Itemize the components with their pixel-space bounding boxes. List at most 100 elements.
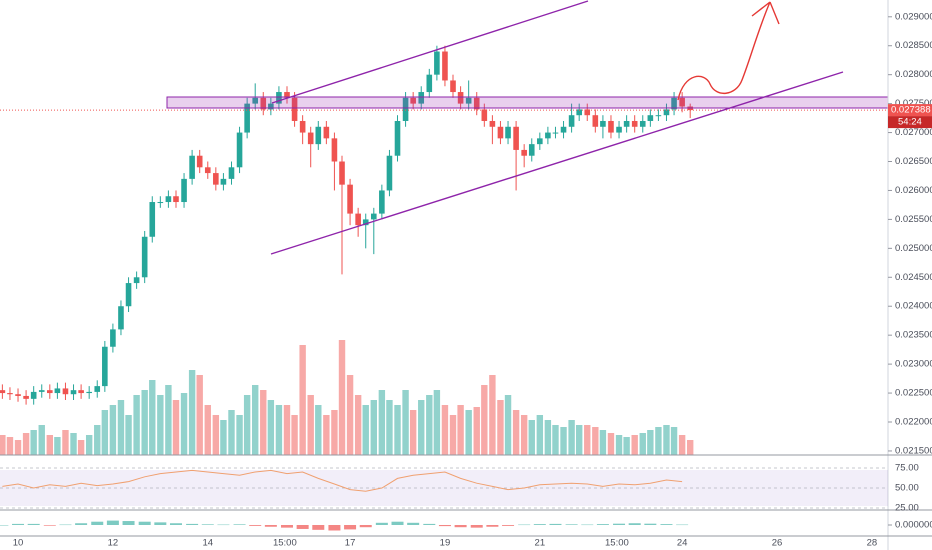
candle-body [481, 109, 488, 121]
candle-body [228, 167, 235, 179]
volume-bar [38, 425, 45, 455]
volume-bar [402, 390, 409, 455]
candle-body [623, 120, 630, 127]
candle-body [54, 388, 61, 394]
label-layer: 10 12 14 15:00 17 19 21 15:00 24 26 28 0.029000 0.02… [13, 11, 932, 549]
y-tick-label: 0.027500 [895, 98, 932, 109]
volume-layer [0, 340, 694, 455]
macd-bar [359, 525, 372, 528]
volume-bar [497, 400, 504, 455]
x-tick-label: 17 [345, 538, 356, 549]
candle-layer [0, 45, 888, 405]
candle-body [639, 120, 646, 127]
candle-body [386, 155, 393, 191]
x-tick-label: 15:00 [273, 538, 297, 549]
candle-body [196, 155, 203, 168]
candle-body [394, 120, 401, 156]
volume-bar [196, 375, 203, 455]
countdown-box [888, 116, 932, 129]
volume-bar [560, 427, 567, 455]
candle-body [418, 92, 425, 104]
y-tick-label: 0.024500 [895, 272, 932, 283]
macd-bar [154, 522, 167, 525]
y-tick-label: 0.021500 [895, 445, 932, 456]
candle-body [102, 346, 108, 387]
rsi-line [2, 469, 683, 492]
candle-body [370, 213, 377, 220]
candle-body [497, 126, 504, 139]
macd-bar [628, 523, 641, 525]
macd-bar [12, 523, 25, 525]
candle-body [7, 393, 13, 395]
volume-bar [568, 420, 575, 455]
candle-body [78, 390, 84, 394]
volume-bar [204, 405, 211, 455]
volume-bar [267, 400, 275, 455]
y-tick-label: 0.027000 [895, 127, 932, 138]
volume-bar [299, 345, 306, 455]
macd-bar [264, 525, 277, 527]
candle-body [141, 236, 148, 278]
volume-bar [362, 405, 369, 455]
volume-bar [489, 375, 496, 455]
volume-bar [149, 380, 156, 455]
candle-body [47, 390, 53, 394]
candle-body [402, 97, 409, 121]
last-price-box [888, 104, 932, 117]
candle-body [362, 219, 369, 226]
candle-body [62, 388, 69, 395]
macd-bar [423, 523, 436, 525]
x-tick-label: 28 [867, 538, 878, 549]
candle-body [568, 115, 575, 127]
candle-body [236, 132, 243, 168]
y-tick-label: 0.022500 [895, 388, 932, 399]
x-tick-label: 15:00 [605, 538, 629, 549]
macd-bar [375, 522, 388, 525]
macd-bar [486, 525, 499, 527]
macd-bar [438, 525, 451, 527]
y-tick-label: 0.023000 [895, 359, 932, 370]
volume-bar [465, 410, 472, 455]
volume-bar [670, 427, 678, 455]
last-price-label: 0.027388 [891, 105, 931, 116]
macd-bar [75, 523, 88, 525]
volume-bar [473, 407, 480, 455]
volume-bar [85, 435, 93, 455]
candle-body [616, 126, 622, 133]
y-tick-label: 0.025000 [895, 243, 932, 254]
volume-bar [243, 395, 251, 455]
volume-bar [536, 415, 544, 455]
volume-bar [370, 400, 377, 455]
volume-bar [599, 430, 607, 455]
candle-body [0, 390, 6, 394]
candle-body [173, 196, 179, 203]
volume-bar [441, 405, 449, 455]
candle-body [149, 202, 156, 237]
candle-body [284, 92, 290, 98]
candle-body [505, 126, 511, 139]
macd-bar [518, 524, 531, 526]
macd-bar [454, 525, 467, 528]
macd-bar [470, 525, 483, 528]
macd-bar [280, 525, 293, 528]
volume-bar [141, 390, 148, 455]
candle-body [584, 109, 591, 116]
y-tick-label: 0.026000 [895, 185, 932, 196]
candle-body [473, 97, 480, 110]
candle-body [442, 51, 448, 81]
candle-body [489, 120, 496, 127]
volume-bar [615, 435, 623, 455]
macd-bar [676, 524, 689, 526]
volume-bar [655, 427, 662, 455]
volume-bar [14, 440, 22, 455]
volume-bar [70, 433, 77, 455]
volume-bar [686, 440, 694, 455]
candle-body [450, 80, 456, 93]
volume-bar [418, 400, 425, 455]
candle-body [133, 277, 140, 284]
macd-bar [233, 524, 246, 525]
macd-bar [391, 521, 404, 525]
volume-bar [528, 420, 535, 455]
candle-body [655, 115, 662, 117]
